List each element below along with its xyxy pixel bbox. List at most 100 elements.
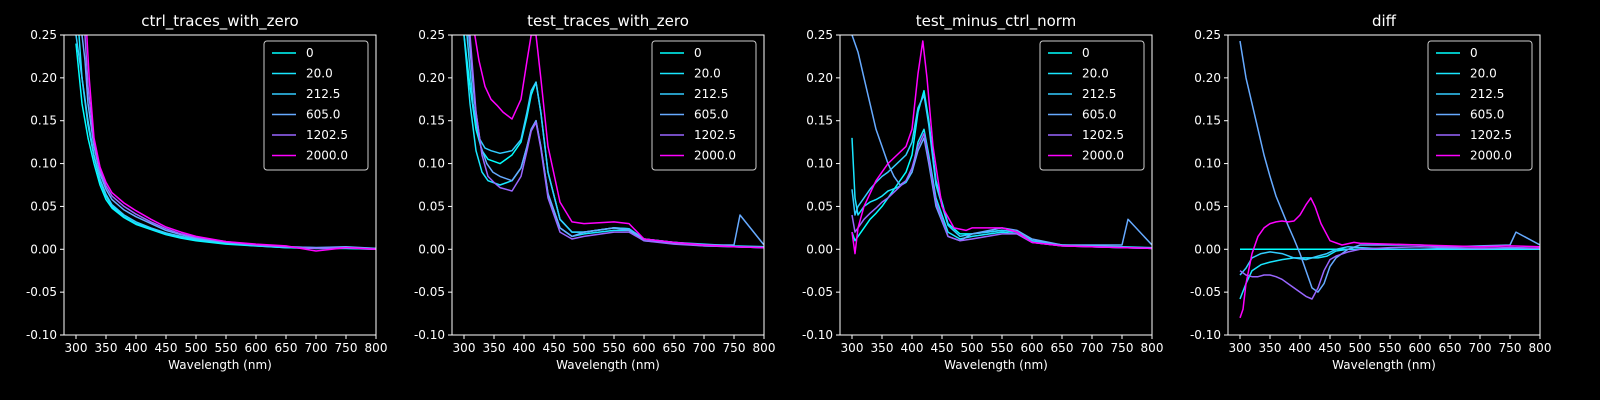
x-tick-label: 500	[185, 341, 208, 355]
y-tick-label: 0.25	[806, 28, 833, 42]
chart-panel-0: 300 350 400 450 500 550 600 650 700 750 800 -0.10 -0…	[26, 12, 388, 372]
axes-frame	[839, 34, 1153, 336]
legend-entry: 605.0	[306, 108, 340, 122]
legend-entry: 1202.5	[694, 128, 736, 142]
x-axis-label: Wavelength (nm)	[168, 358, 272, 372]
x-tick-label: 600	[245, 341, 268, 355]
series-line-5	[474, 35, 764, 249]
y-tick-label: 0.15	[1194, 114, 1221, 128]
x-tick-label: 800	[365, 341, 388, 355]
legend-entry: 605.0	[1082, 108, 1116, 122]
chart-panel-1: 300 350 400 450 500 550 600 650 700 750 800 -0.10 -0…	[414, 12, 776, 372]
y-tick-label: -0.10	[26, 328, 57, 342]
y-tick-label: 0.20	[30, 71, 57, 85]
y-tick-label: -0.10	[414, 328, 445, 342]
x-tick-label: 550	[603, 341, 626, 355]
legend-entry: 0	[306, 46, 314, 60]
y-tick-label: 0.00	[30, 242, 57, 256]
y-tick-label: 0.15	[806, 114, 833, 128]
series-line-4	[1239, 245, 1540, 300]
x-tick-label: 300	[841, 341, 864, 355]
x-tick-label: 600	[633, 341, 656, 355]
series-line-5	[1239, 197, 1540, 319]
x-tick-label: 350	[95, 341, 118, 355]
plot-area	[75, 35, 376, 252]
chart-title: test_minus_ctrl_norm	[916, 12, 1077, 31]
series-line-2	[851, 94, 1152, 249]
x-tick-label: 450	[543, 341, 566, 355]
legend-entry: 212.5	[694, 87, 728, 101]
legend-entry: 20.0	[306, 67, 333, 81]
x-tick-label: 500	[573, 341, 596, 355]
x-tick-label: 350	[1259, 341, 1282, 355]
y-tick-label: 0.10	[30, 157, 57, 171]
y-tick-label: 0.20	[1194, 71, 1221, 85]
axes-frame	[1227, 34, 1541, 336]
legend-entry: 0	[1082, 46, 1090, 60]
plot-area	[463, 35, 764, 249]
y-tick-label: 0.25	[30, 28, 57, 42]
x-tick-label: 400	[125, 341, 148, 355]
y-tick-label: -0.05	[802, 285, 833, 299]
x-tick-label: 450	[155, 341, 178, 355]
legend-entry: 20.0	[1082, 67, 1109, 81]
y-tick-label: 0.05	[1194, 199, 1221, 213]
x-tick-label: 300	[453, 341, 476, 355]
legend-entry: 2000.0	[306, 149, 348, 163]
x-tick-label: 400	[513, 341, 536, 355]
legend-entry: 1202.5	[306, 128, 348, 142]
chart-panel-2: 300 350 400 450 500 550 600 650 700 750 800 -0.10 -0…	[802, 12, 1164, 372]
chart-panel-3: 300 350 400 450 500 550 600 650 700 750 800 -0.10 -0…	[1190, 12, 1552, 372]
legend: 0 20.0 212.5 605.0 1202.5 2000.0	[1039, 40, 1145, 171]
x-tick-label: 550	[991, 341, 1014, 355]
legend-entry: 1202.5	[1470, 128, 1512, 142]
y-tick-label: -0.10	[1190, 328, 1221, 342]
x-tick-label: 300	[1229, 341, 1252, 355]
y-tick-label: 0.10	[418, 157, 445, 171]
legend-entry: 20.0	[1470, 67, 1497, 81]
legend-entry: 20.0	[694, 67, 721, 81]
plot-area	[1239, 40, 1540, 319]
y-tick-label: 0.10	[806, 157, 833, 171]
y-tick-label: 0.15	[30, 114, 57, 128]
x-tick-label: 700	[1469, 341, 1492, 355]
x-tick-label: 800	[1141, 341, 1164, 355]
series-line-5	[851, 40, 1152, 255]
x-tick-label: 600	[1021, 341, 1044, 355]
y-tick-label: 0.20	[806, 71, 833, 85]
chart-title: ctrl_traces_with_zero	[141, 12, 298, 31]
x-tick-label: 450	[1319, 341, 1342, 355]
x-tick-label: 750	[335, 341, 358, 355]
x-tick-label: 750	[723, 341, 746, 355]
x-tick-label: 700	[1081, 341, 1104, 355]
x-axis-label: Wavelength (nm)	[1332, 358, 1436, 372]
x-tick-label: 350	[871, 341, 894, 355]
x-tick-label: 750	[1499, 341, 1522, 355]
x-tick-label: 750	[1111, 341, 1134, 355]
y-tick-label: 0.25	[418, 28, 445, 42]
series-line-4	[469, 35, 764, 249]
legend-entry: 2000.0	[1470, 149, 1512, 163]
legend: 0 20.0 212.5 605.0 1202.5 2000.0	[1427, 40, 1533, 171]
legend-entry: 212.5	[1470, 87, 1504, 101]
x-tick-label: 350	[483, 341, 506, 355]
x-tick-label: 650	[663, 341, 686, 355]
y-tick-label: -0.05	[414, 285, 445, 299]
legend-entry: 605.0	[1470, 108, 1504, 122]
x-tick-label: 500	[1349, 341, 1372, 355]
chart-title: diff	[1372, 12, 1397, 30]
y-tick-label: 0.15	[418, 114, 445, 128]
y-tick-label: -0.10	[802, 328, 833, 342]
legend-entry: 0	[1470, 46, 1478, 60]
legend-entry: 0	[694, 46, 702, 60]
y-tick-label: 0.10	[1194, 157, 1221, 171]
series-line-2	[1239, 245, 1540, 276]
legend-entry: 1202.5	[1082, 128, 1124, 142]
chart-title: test_traces_with_zero	[527, 12, 689, 31]
y-tick-label: 0.00	[418, 242, 445, 256]
x-tick-label: 800	[1529, 341, 1552, 355]
axes-frame	[451, 34, 765, 336]
x-tick-label: 650	[1439, 341, 1462, 355]
